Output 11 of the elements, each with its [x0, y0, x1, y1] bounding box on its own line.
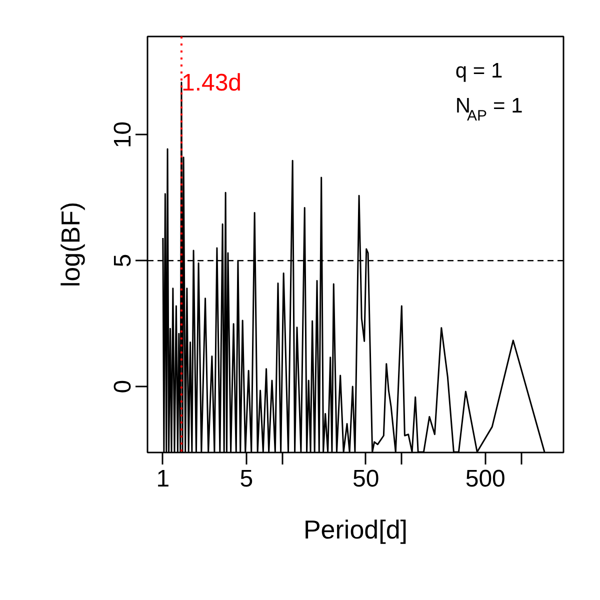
y-tick-label: 10 [110, 121, 136, 148]
y-tick-label: 5 [110, 254, 136, 268]
x-tick-label: 50 [352, 466, 380, 492]
x-tick-label: 1 [156, 466, 170, 492]
x-tick-label: 5 [240, 466, 254, 492]
ref-line-label: 1.43d [181, 70, 242, 96]
y-tick-label: 0 [110, 380, 136, 394]
x-tick-label: 500 [465, 466, 506, 492]
annotation: q = 1 [455, 59, 503, 82]
x-axis-title: Period[d] [303, 514, 408, 544]
y-axis-title: log(BF) [56, 202, 86, 288]
